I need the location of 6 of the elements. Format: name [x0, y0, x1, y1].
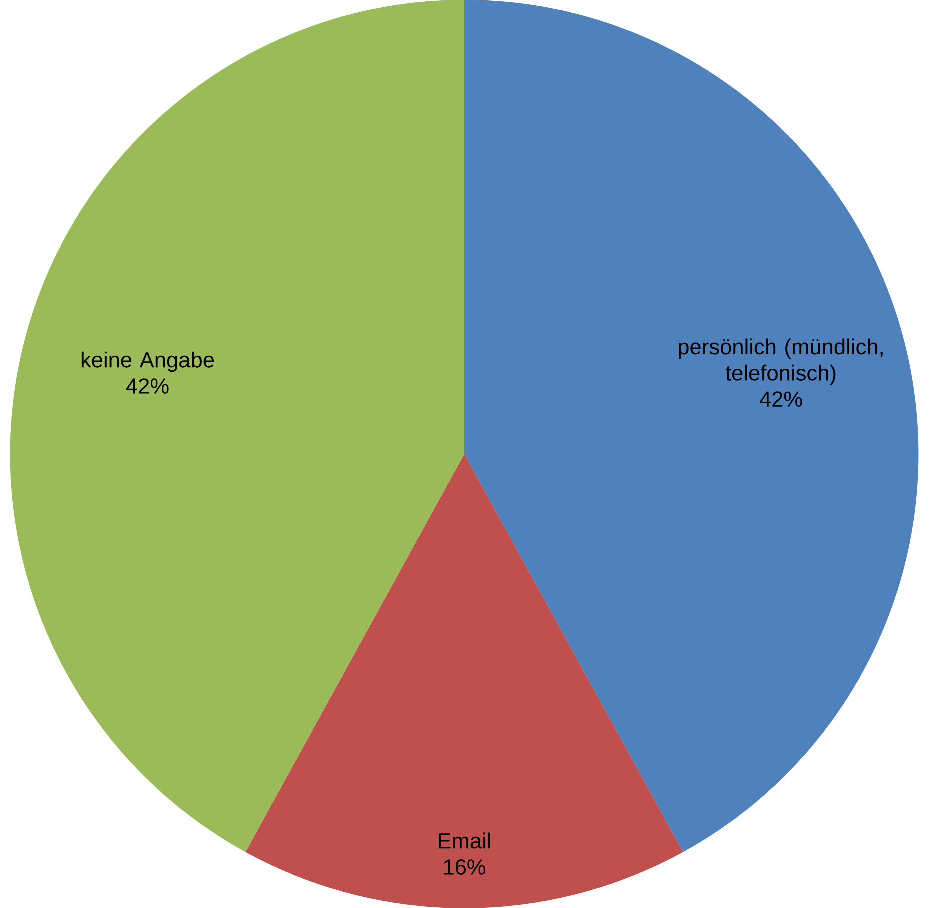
- slice-label: Email: [439, 832, 490, 849]
- data-label: 16%: [444, 859, 486, 875]
- data-label: 42%: [760, 391, 802, 407]
- slice-label: persönlich (mündlich, telefonisch): [679, 338, 883, 386]
- data-label: 42%: [126, 378, 169, 394]
- slice-label: keine Angabe: [82, 352, 214, 372]
